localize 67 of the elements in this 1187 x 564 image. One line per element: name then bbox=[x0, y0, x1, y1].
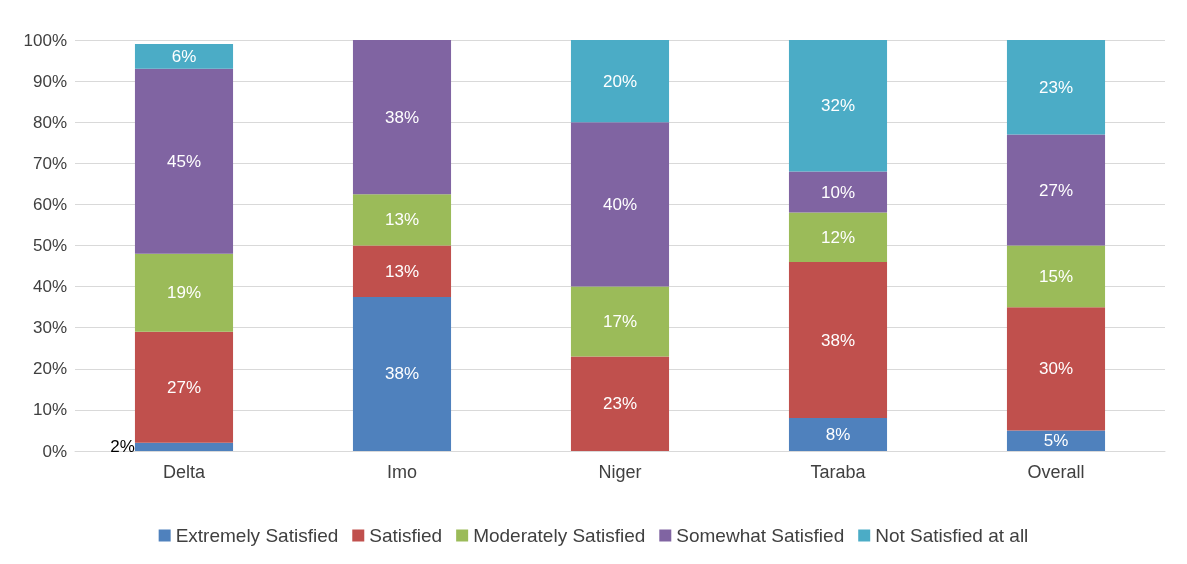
y-tick-label: 60% bbox=[32, 194, 67, 214]
bar bbox=[134, 442, 234, 451]
data-label: 10% bbox=[820, 182, 856, 202]
x-tick-label: Overall bbox=[1027, 462, 1085, 482]
data-label: 38% bbox=[384, 364, 420, 384]
data-label: 8% bbox=[825, 425, 851, 445]
bar bbox=[788, 40, 888, 172]
data-label: 38% bbox=[820, 330, 856, 350]
data-label: 23% bbox=[1038, 77, 1074, 97]
data-label: 6% bbox=[171, 46, 197, 66]
data-label: 13% bbox=[384, 261, 420, 281]
data-label: 27% bbox=[1038, 180, 1074, 200]
data-label: 27% bbox=[166, 377, 202, 397]
y-tick-label: 80% bbox=[32, 112, 67, 132]
x-tick-label: Taraba bbox=[810, 462, 867, 482]
bar bbox=[352, 40, 452, 195]
data-label: 19% bbox=[166, 283, 202, 303]
bar bbox=[570, 286, 670, 357]
data-label: 23% bbox=[602, 394, 638, 414]
legend-label: Satisfied bbox=[369, 525, 443, 546]
data-label: 20% bbox=[602, 71, 638, 91]
legend-label: Moderately Satisfied bbox=[473, 525, 646, 546]
bar bbox=[1006, 245, 1106, 308]
data-label: 15% bbox=[1038, 266, 1074, 286]
y-tick-label: 0% bbox=[42, 441, 67, 461]
bar bbox=[134, 331, 234, 443]
legend-label: Extremely Satisfied bbox=[175, 525, 339, 546]
bar bbox=[352, 245, 452, 297]
data-label: 12% bbox=[820, 227, 856, 247]
bar bbox=[570, 40, 670, 123]
data-label: 45% bbox=[166, 151, 202, 171]
y-tick-label: 70% bbox=[32, 153, 67, 173]
bar bbox=[1006, 430, 1106, 451]
bar bbox=[788, 418, 888, 451]
bar bbox=[788, 212, 888, 262]
legend-label: Not Satisfied at all bbox=[875, 525, 1029, 546]
legend-label: Somewhat Satisfied bbox=[676, 525, 845, 546]
bar bbox=[570, 122, 670, 287]
bar bbox=[352, 194, 452, 246]
bar bbox=[134, 68, 234, 254]
y-tick-label: 20% bbox=[32, 359, 67, 379]
bar bbox=[352, 296, 452, 451]
x-tick-label: Imo bbox=[386, 462, 418, 482]
data-label: 13% bbox=[384, 210, 420, 230]
bar bbox=[1006, 134, 1106, 246]
data-label: 40% bbox=[602, 194, 638, 214]
bar bbox=[570, 356, 670, 451]
y-tick-label: 40% bbox=[32, 277, 67, 297]
data-label: 5% bbox=[1043, 431, 1069, 451]
y-tick-label: 100% bbox=[23, 30, 67, 50]
y-tick-label: 30% bbox=[32, 318, 67, 338]
data-label: 17% bbox=[602, 312, 638, 332]
data-label: 30% bbox=[1038, 359, 1074, 379]
x-tick-label: Niger bbox=[598, 462, 642, 482]
bar bbox=[788, 261, 888, 419]
bar bbox=[1006, 40, 1106, 135]
data-label: 2% bbox=[110, 437, 135, 457]
y-tick-label: 90% bbox=[32, 71, 67, 91]
bar bbox=[134, 253, 234, 332]
y-tick-label: 10% bbox=[32, 400, 67, 420]
data-label: 32% bbox=[820, 96, 856, 116]
bar bbox=[1006, 307, 1106, 431]
bar bbox=[788, 171, 888, 213]
x-tick-label: Delta bbox=[162, 462, 206, 482]
data-label: 38% bbox=[384, 107, 420, 127]
y-tick-label: 50% bbox=[32, 236, 67, 255]
bar bbox=[134, 44, 234, 69]
